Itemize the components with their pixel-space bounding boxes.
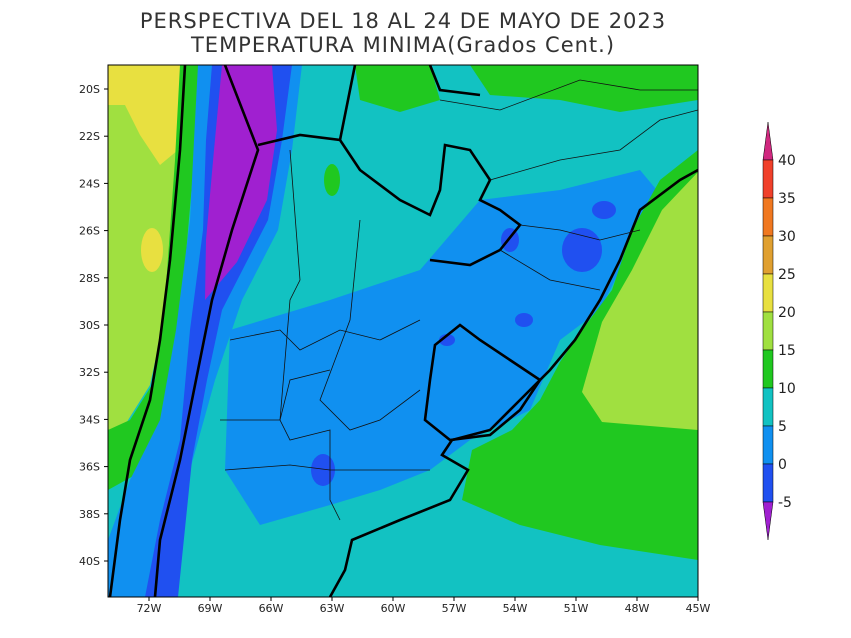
colorbar-swatch xyxy=(762,273,774,313)
lon-label: 60W xyxy=(381,602,406,615)
colorbar-swatch xyxy=(762,311,774,351)
colorbar-label: 20 xyxy=(778,305,796,321)
colorbar-label: 10 xyxy=(778,381,796,397)
title: PERSPECTIVA DEL 18 AL 24 DE MAYO DE 2023 xyxy=(140,9,666,33)
colorbar-swatch xyxy=(762,425,774,465)
lat-label: 22S xyxy=(79,130,100,143)
map-frame xyxy=(107,64,699,598)
longitude-labels: 72W 69W 66W 63W 60W 57W 54W 51W 48W 45W xyxy=(137,597,711,615)
lon-label: 66W xyxy=(259,602,284,615)
lat-label: 26S xyxy=(79,225,100,238)
lon-label: 72W xyxy=(137,602,162,615)
latitude-labels: 20S 22S 24S 26S 28S 30S 32S 34S 36S 38S 40S xyxy=(79,83,108,568)
colorbar-swatch xyxy=(762,159,774,199)
lon-label: 48W xyxy=(625,602,650,615)
lat-label: 30S xyxy=(79,319,100,332)
lon-label: 69W xyxy=(198,602,223,615)
colorbar-label: -5 xyxy=(778,495,792,511)
colorbar-label: 30 xyxy=(778,229,796,245)
colorbar-label: 0 xyxy=(778,457,787,473)
lat-label: 32S xyxy=(79,366,100,379)
colorbar-tip xyxy=(762,121,774,161)
colorbar: 40 35 30 25 20 15 10 5 0 -5 xyxy=(762,121,796,541)
lon-label: 63W xyxy=(320,602,345,615)
colorbar-label: 25 xyxy=(778,267,796,283)
map-field xyxy=(108,65,698,597)
colorbar-tip xyxy=(762,501,774,541)
subtitle: TEMPERATURA MINIMA(Grados Cent.) xyxy=(190,33,615,57)
colorbar-label: 15 xyxy=(778,343,796,359)
colorbar-swatch xyxy=(762,235,774,275)
lon-label: 54W xyxy=(503,602,528,615)
colorbar-label: 40 xyxy=(778,153,796,169)
colorbar-swatch xyxy=(762,387,774,427)
colorbar-swatch xyxy=(762,463,774,503)
lat-label: 34S xyxy=(79,413,100,426)
lat-label: 20S xyxy=(79,83,100,96)
lat-label: 40S xyxy=(79,555,100,568)
colorbar-label: 5 xyxy=(778,419,787,435)
lon-label: 45W xyxy=(686,602,711,615)
lat-label: 28S xyxy=(79,272,100,285)
colorbar-swatch xyxy=(762,349,774,389)
colorbar-swatch xyxy=(762,197,774,237)
lon-label: 51W xyxy=(564,602,589,615)
lat-label: 38S xyxy=(79,508,100,521)
lat-label: 36S xyxy=(79,461,100,474)
lat-label: 24S xyxy=(79,177,100,190)
lon-label: 57W xyxy=(442,602,467,615)
colorbar-label: 35 xyxy=(778,191,796,207)
